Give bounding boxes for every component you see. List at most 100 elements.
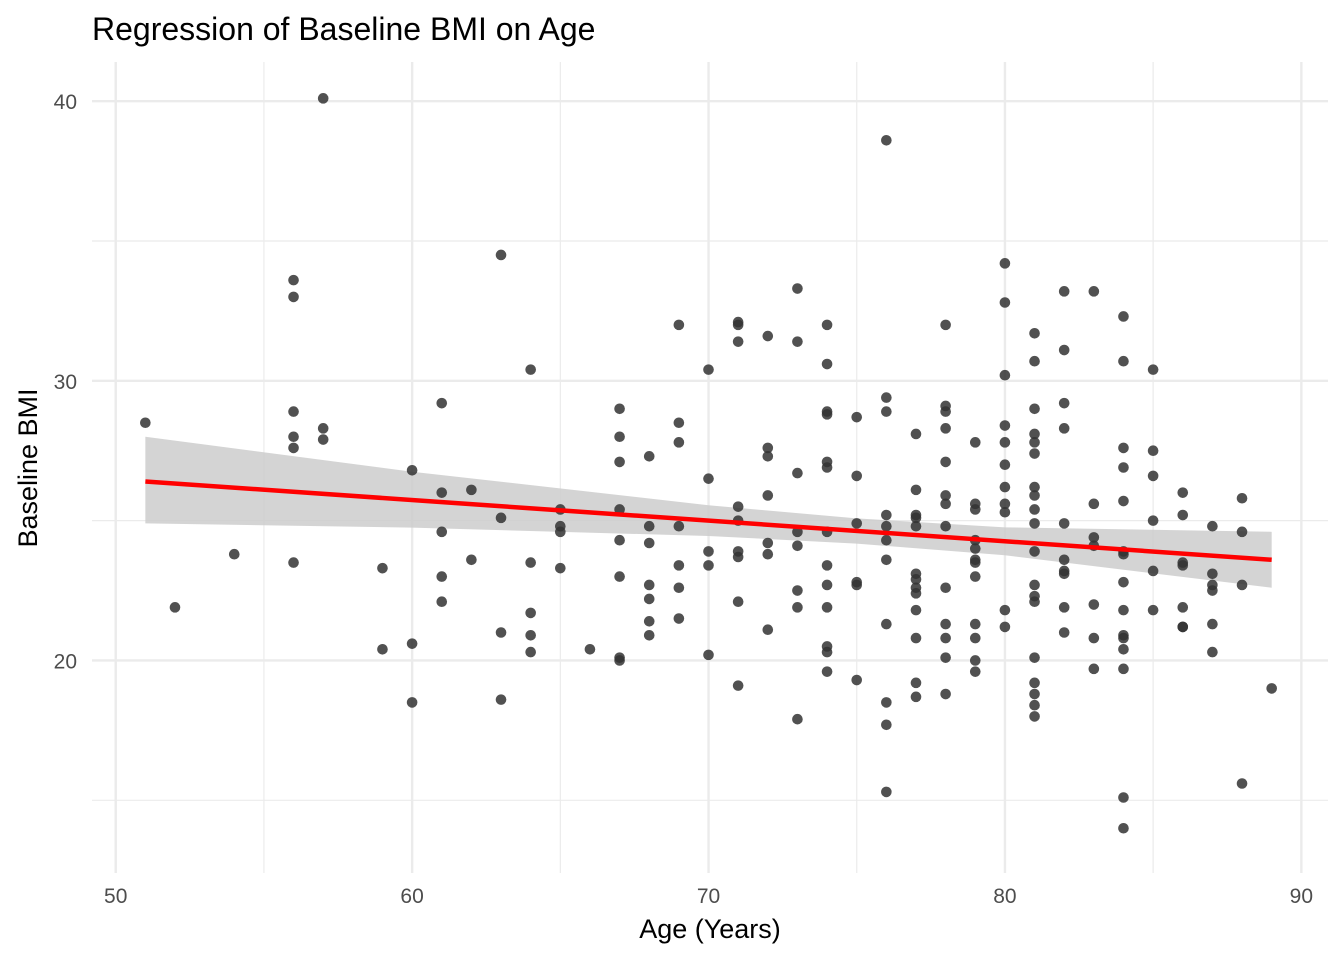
data-point (1029, 481, 1040, 493)
data-point (851, 579, 863, 591)
data-point (1118, 632, 1129, 644)
data-point (406, 638, 418, 649)
data-point (969, 504, 981, 515)
data-point (732, 596, 744, 608)
data-point (821, 560, 833, 571)
data-point (792, 602, 803, 613)
data-point (1236, 579, 1248, 591)
data-point (881, 554, 892, 566)
data-point (881, 406, 892, 417)
data-point (792, 540, 803, 552)
data-point (1058, 286, 1070, 297)
data-point (821, 319, 833, 331)
data-point (999, 498, 1011, 510)
data-point (703, 364, 714, 375)
x-tick-label: 70 (697, 885, 720, 908)
data-point (525, 646, 536, 658)
data-point (940, 490, 951, 501)
data-point (762, 624, 774, 635)
data-point (317, 423, 329, 434)
data-point (436, 571, 448, 582)
data-point (673, 582, 685, 594)
data-point (969, 437, 981, 448)
data-point (1236, 526, 1248, 538)
data-point (762, 330, 774, 342)
data-point (525, 607, 536, 619)
data-point (643, 520, 655, 532)
data-point (1177, 621, 1189, 633)
data-point (910, 574, 922, 585)
data-point (1147, 604, 1159, 616)
data-point (1029, 437, 1040, 448)
data-point (1118, 355, 1129, 367)
data-point (703, 560, 714, 571)
data-point (288, 557, 299, 568)
data-point (969, 618, 981, 630)
data-point (436, 526, 448, 538)
data-point (1177, 487, 1189, 498)
data-point (1118, 311, 1129, 322)
data-point (169, 602, 181, 613)
data-point (1177, 602, 1189, 613)
data-point (999, 369, 1011, 381)
data-point (288, 291, 299, 303)
data-point (1029, 699, 1040, 711)
data-point (673, 520, 685, 532)
data-point (643, 537, 655, 549)
data-point (1118, 576, 1129, 588)
x-tick-label: 80 (993, 885, 1016, 908)
x-tick-label: 50 (104, 885, 127, 908)
data-point (1058, 397, 1070, 409)
data-point (703, 649, 714, 661)
chart-title: Regression of Baseline BMI on Age (92, 11, 595, 47)
data-point (851, 470, 863, 482)
data-point (703, 546, 714, 557)
data-point (999, 481, 1011, 493)
data-point (940, 618, 951, 630)
data-point (1029, 652, 1040, 663)
data-point (288, 431, 299, 443)
data-point (1029, 403, 1040, 415)
data-point (555, 562, 566, 574)
data-point (762, 548, 774, 560)
data-point (495, 694, 507, 705)
data-point (940, 688, 951, 700)
data-point (1147, 445, 1159, 457)
data-point (762, 442, 774, 454)
data-point (910, 691, 922, 703)
data-point (495, 249, 507, 261)
data-point (1058, 568, 1070, 580)
data-point (1118, 643, 1129, 655)
data-point (1147, 565, 1159, 577)
data-point (732, 336, 744, 347)
data-point (525, 364, 536, 375)
data-point (910, 428, 922, 440)
data-point (1029, 518, 1040, 529)
data-point (555, 526, 566, 538)
data-point (940, 652, 951, 663)
data-point (969, 543, 981, 554)
data-point (910, 604, 922, 616)
data-point (881, 697, 892, 708)
data-point (1118, 663, 1129, 675)
data-point (940, 582, 951, 594)
data-point (228, 548, 240, 560)
data-point (1058, 627, 1070, 638)
data-point (288, 442, 299, 454)
data-point (881, 135, 892, 146)
data-point (1147, 515, 1159, 526)
data-point (821, 646, 833, 658)
data-point (999, 506, 1011, 518)
data-point (881, 392, 892, 403)
data-point (940, 406, 951, 417)
data-point (584, 643, 596, 655)
data-point (999, 459, 1011, 471)
data-point (792, 467, 803, 479)
data-point (1118, 442, 1129, 454)
data-point (762, 537, 774, 549)
data-point (969, 571, 981, 582)
data-point (1177, 560, 1189, 571)
data-point (288, 274, 299, 286)
data-point (969, 666, 981, 677)
